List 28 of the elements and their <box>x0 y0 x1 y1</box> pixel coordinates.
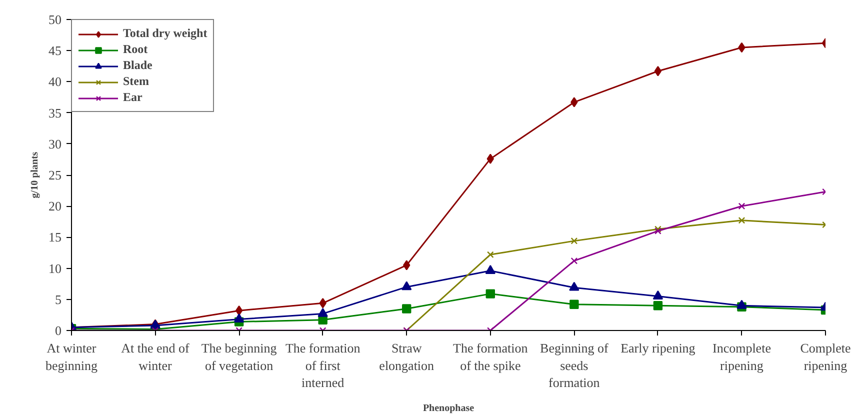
y-tick-label: 0 <box>55 323 62 338</box>
y-tick-label: 10 <box>48 260 62 276</box>
y-tick-label: 30 <box>48 136 62 152</box>
y-tick-label: 45 <box>48 43 62 58</box>
x-tick-label: At the end of winter <box>121 340 190 373</box>
legend-label: Stem <box>123 74 149 89</box>
legend-label: Root <box>123 42 148 57</box>
x-tick-label: At winter beginning <box>46 340 98 373</box>
y-tick-label: 5 <box>55 292 62 307</box>
y-tick-label: 40 <box>48 74 62 90</box>
y-axis-title: g/10 plants <box>30 152 40 198</box>
x-axis-title: Phenophase <box>422 403 475 414</box>
x-tick-label: Incomplete ripening <box>712 340 772 373</box>
x-tick-label: Beginning of seeds formation <box>540 340 609 390</box>
x-tick-label: The formation of first interned <box>285 340 361 390</box>
x-tick-label: Straw elongation <box>379 340 435 373</box>
y-tick-label: 15 <box>48 230 62 245</box>
y-tick-label: 20 <box>48 198 62 214</box>
x-tick-label: Early ripening <box>620 340 696 356</box>
x-tick-label: The formation of the spike <box>453 340 528 373</box>
y-tick-label: 50 <box>48 12 62 27</box>
y-tick-label: 25 <box>48 168 62 182</box>
x-tick-label: Complete ripening <box>800 340 852 373</box>
x-tick-label: The beginning of vegetation <box>201 340 278 373</box>
legend-label: Total dry weight <box>123 26 208 41</box>
y-tick-label: 35 <box>48 105 62 120</box>
legend-label: Blade <box>123 58 152 73</box>
legend-label: Ear <box>123 90 143 105</box>
